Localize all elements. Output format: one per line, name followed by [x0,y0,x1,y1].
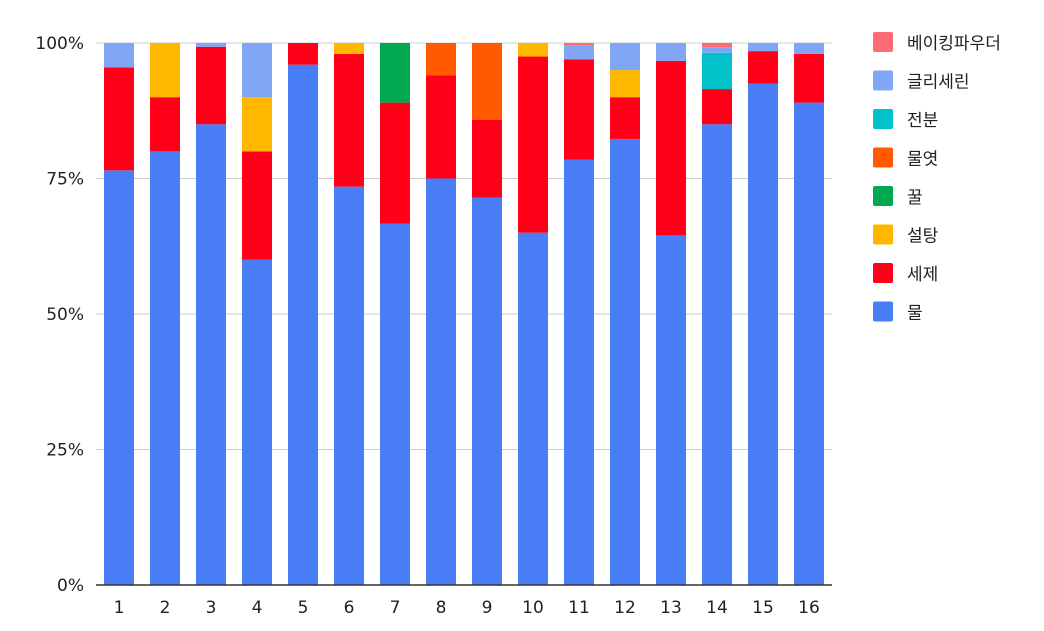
legend-label[interactable]: 세제 [907,265,938,285]
axes: 0%25%50%75%100%1 2 3 4 5 6 7 8 9 10 11 12 13 14 15 16 [35,34,832,618]
bar-segment[interactable] [150,43,180,98]
x-tick-label: 9 [482,598,493,618]
bar-segment[interactable] [702,89,732,125]
bar-segment[interactable] [656,235,686,585]
bar-segment[interactable] [242,43,272,98]
bar-segment[interactable] [288,64,318,586]
legend-swatch[interactable] [873,301,893,322]
x-tick-label: 10 [522,598,544,618]
legend-swatch[interactable] [873,32,893,52]
legend-swatch[interactable] [873,224,893,245]
x-tick-label: 11 [568,598,590,618]
bar-segment[interactable] [564,159,594,585]
legend-swatch[interactable] [873,109,893,129]
y-tick-label: 0% [57,576,84,596]
x-tick-label: 6 [344,598,355,618]
x-tick-label: 7 [390,598,401,618]
bar-segment[interactable] [426,75,456,179]
legend-label[interactable]: 설탕 [907,227,939,247]
bar-segment[interactable] [472,43,502,120]
bar-segment[interactable] [518,43,548,57]
bar-segment[interactable] [564,59,594,160]
bar-segment[interactable] [334,43,364,54]
bar-segment[interactable] [564,45,594,60]
bar-segment[interactable] [426,178,456,586]
bar-segment[interactable] [150,97,180,152]
y-tick-label: 75% [46,170,84,190]
legend-swatch[interactable] [873,263,893,283]
bar-segment[interactable] [610,43,640,71]
x-tick-label: 12 [614,598,636,618]
x-tick-label: 15 [752,598,774,618]
bar-segment[interactable] [794,102,824,586]
bar-segment[interactable] [426,43,456,76]
bar-segment[interactable] [104,170,134,585]
legend-label[interactable]: 꿀 [907,188,923,208]
bar-segment[interactable] [794,53,824,103]
x-tick-label: 5 [298,598,309,618]
x-tick-label: 4 [252,598,263,618]
bar-segment[interactable] [656,60,686,236]
legend-label[interactable]: 물 [907,304,923,324]
bar-segment[interactable] [656,43,686,61]
x-tick-label: 2 [160,598,171,618]
y-tick-label: 50% [46,305,84,325]
bar-segment[interactable] [748,51,778,84]
bar-segment[interactable] [380,43,410,103]
bar-segment[interactable] [196,43,226,47]
bar-segment[interactable] [702,47,732,53]
legend-label[interactable]: 물엿 [907,150,938,170]
bar-segment[interactable] [196,46,226,125]
bar-segment[interactable] [334,186,364,585]
bar-segment[interactable] [702,124,732,586]
legend-swatch[interactable] [873,186,893,206]
bar-segment[interactable] [702,52,732,90]
bar-segment[interactable] [564,43,594,46]
y-tick-label: 25% [46,441,84,461]
bar-segment[interactable] [288,43,318,65]
bar-segment[interactable] [104,67,134,171]
bar-segment[interactable] [196,124,226,586]
bar-segment[interactable] [518,232,548,585]
bar-segment[interactable] [380,223,410,585]
bar-segment[interactable] [748,43,778,52]
bar-segment[interactable] [104,43,134,68]
legend-swatch[interactable] [873,147,893,168]
bar-segment[interactable] [610,97,640,139]
bar-segment[interactable] [794,43,824,54]
bar-segment[interactable] [472,197,502,585]
x-tick-label: 1 [114,598,125,618]
bar-segment[interactable] [518,56,548,233]
y-tick-label: 100% [35,34,84,54]
legend-label[interactable]: 전분 [907,111,938,131]
x-tick-label: 16 [798,598,820,618]
x-tick-label: 8 [436,598,447,618]
x-tick-label: 13 [660,598,682,618]
bar-segment[interactable] [610,70,640,98]
x-tick-label: 14 [706,598,728,618]
bar-segment[interactable] [242,151,272,260]
bar-segment[interactable] [610,138,640,585]
legend-label[interactable]: 베이킹파우더 [907,34,1001,54]
bars [104,43,824,586]
bar-segment[interactable] [242,97,272,152]
bar-segment[interactable] [472,119,502,198]
legend-swatch[interactable] [873,70,893,91]
bar-segment[interactable] [380,102,410,224]
bar-segment[interactable] [150,151,180,585]
bar-segment[interactable] [242,259,272,585]
bar-segment[interactable] [702,43,732,48]
legend-label[interactable]: 글리세린 [907,73,970,93]
bar-segment[interactable] [334,53,364,187]
x-tick-label: 3 [206,598,217,618]
bar-segment[interactable] [748,83,778,586]
